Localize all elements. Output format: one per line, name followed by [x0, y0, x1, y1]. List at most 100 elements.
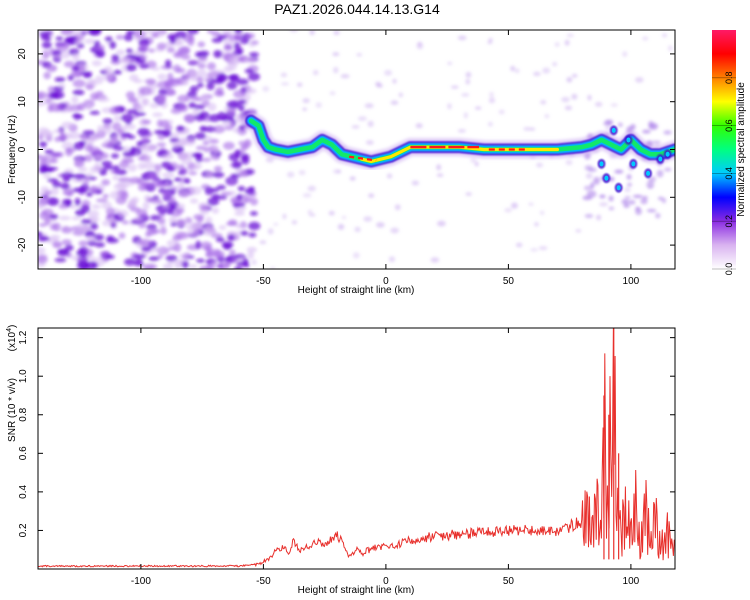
noise-speckle [154, 163, 162, 172]
noise-speckle [463, 112, 468, 119]
noise-speckle [150, 180, 164, 187]
noise-speckle [229, 249, 236, 256]
noise-speckle [447, 103, 452, 110]
noise-speckle [236, 78, 249, 85]
noise-speckle [113, 182, 127, 191]
noise-speckle [40, 186, 50, 192]
noise-speckle [183, 178, 191, 184]
noise-speckle [79, 134, 88, 140]
noise-speckle [129, 146, 137, 154]
noise-speckle [161, 190, 170, 198]
noise-speckle [138, 238, 152, 247]
noise-speckle [123, 33, 134, 42]
noise-speckle [594, 101, 603, 107]
noise-speckle [187, 60, 201, 65]
noise-speckle [86, 256, 97, 261]
noise-speckle [216, 74, 229, 82]
noise-speckle [228, 55, 240, 63]
noise-speckle [226, 179, 236, 186]
noise-speckle [416, 42, 424, 50]
noise-speckle [228, 153, 240, 162]
noise-speckle [436, 220, 446, 227]
noise-speckle [93, 154, 104, 160]
noise-speckle [54, 54, 63, 59]
noise-speckle [241, 156, 250, 165]
snr-multiplier: (x104) [6, 325, 18, 352]
noise-speckle [628, 200, 636, 205]
noise-speckle [488, 97, 496, 104]
noise-speckle [73, 187, 82, 193]
noise-speckle [465, 71, 472, 78]
noise-speckle [544, 114, 550, 119]
noise-speckle [533, 71, 541, 77]
noise-speckle [142, 119, 152, 124]
noise-speckle [200, 241, 213, 250]
noise-speckle [48, 158, 59, 164]
noise-speckle [74, 197, 81, 206]
noise-speckle [71, 255, 81, 261]
noise-speckle [91, 60, 102, 67]
noise-speckle [162, 263, 174, 269]
noise-speckle [302, 98, 310, 104]
noise-speckle [39, 141, 48, 147]
snr-x-tick: 50 [503, 576, 515, 587]
noise-speckle [213, 49, 223, 59]
noise-speckle [231, 160, 242, 169]
noise-speckle [238, 104, 245, 112]
noise-speckle [177, 191, 190, 198]
noise-speckle [204, 126, 217, 133]
noise-speckle [234, 30, 243, 34]
noise-speckle [102, 220, 112, 227]
noise-speckle [72, 52, 80, 61]
noise-speckle [244, 68, 254, 74]
noise-speckle [514, 68, 520, 74]
noise-speckle [210, 261, 219, 266]
noise-speckle [627, 182, 632, 187]
noise-speckle [307, 209, 313, 215]
noise-speckle [206, 62, 216, 71]
noise-speckle [236, 261, 248, 267]
noise-speckle [189, 198, 199, 204]
noise-speckle [246, 246, 258, 253]
noise-speckle [523, 126, 531, 131]
noise-speckle [38, 197, 50, 204]
noise-speckle [74, 159, 85, 168]
spectrogram-y-tick: 10 [17, 96, 28, 108]
noise-speckle [430, 257, 440, 263]
noise-speckle [215, 86, 224, 94]
noise-speckle [170, 222, 178, 227]
snr-y-tick: 0.2 [18, 523, 29, 537]
noise-speckle [457, 35, 467, 41]
noise-speckle [280, 72, 288, 78]
noise-speckle [196, 76, 204, 84]
snr-trace [38, 328, 675, 568]
noise-speckle [528, 202, 534, 206]
noise-speckle [188, 171, 198, 176]
noise-speckle [237, 185, 246, 192]
noise-speckle [84, 38, 96, 44]
noise-speckle [251, 259, 257, 266]
noise-speckle [121, 57, 131, 64]
noise-speckle [85, 230, 95, 237]
snr-x-tick: -100 [131, 576, 151, 587]
noise-speckle [52, 241, 63, 249]
noise-speckle [249, 211, 258, 216]
noise-speckle [123, 123, 136, 130]
noise-speckle [176, 125, 185, 132]
noise-speckle [60, 30, 74, 36]
noise-speckle [364, 103, 374, 109]
noise-speckle [74, 173, 87, 180]
noise-speckle [357, 116, 367, 121]
noise-speckle [188, 264, 198, 269]
noise-speckle [286, 171, 295, 178]
noise-speckle [94, 161, 101, 171]
noise-speckle [231, 198, 241, 205]
noise-speckle [189, 71, 198, 79]
noise-speckle [341, 215, 347, 219]
noise-speckle [457, 129, 467, 133]
noise-speckle [133, 30, 147, 38]
noise-speckle [72, 65, 80, 72]
noise-speckle [70, 226, 82, 231]
noise-speckle [566, 33, 574, 38]
noise-speckle [246, 32, 255, 39]
